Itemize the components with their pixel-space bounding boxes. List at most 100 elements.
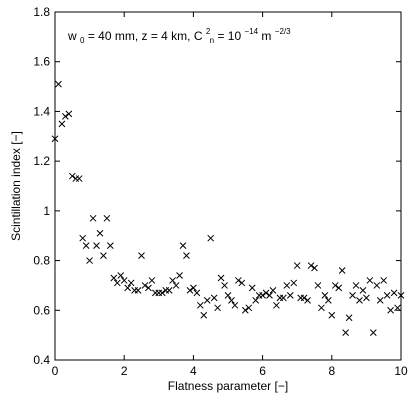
data-point-marker: [193, 289, 201, 297]
x-tick-label: 2: [121, 364, 128, 378]
x-axis-title: Flatness parameter [−]: [168, 379, 288, 393]
data-point-marker: [124, 284, 132, 292]
data-point-marker: [235, 277, 242, 284]
data-point-marker: [141, 282, 149, 289]
data-point-marker: [183, 252, 190, 259]
data-point-marker: [68, 172, 76, 180]
data-point-marker: [210, 294, 218, 302]
data-point-marker: [338, 267, 346, 274]
data-point-marker: [169, 277, 176, 284]
data-point-marker: [89, 214, 97, 222]
data-point-marker: [93, 242, 100, 250]
x-tick-label: 10: [394, 364, 408, 378]
data-point-marker: [203, 296, 211, 304]
annotation-exponent: −14: [245, 27, 259, 36]
data-point-marker: [113, 279, 121, 287]
data-point-marker: [196, 301, 204, 309]
annotation-equals: = 10: [217, 29, 241, 43]
data-point-marker: [165, 287, 173, 294]
data-point-marker: [359, 287, 367, 294]
data-point-marker: [349, 292, 356, 299]
data-point-marker: [86, 257, 93, 264]
data-point-marker: [117, 272, 125, 279]
annotation-w-subscript: 0: [80, 36, 85, 45]
annotation-c-subscript: n: [210, 36, 214, 45]
data-point-marker: [390, 289, 398, 297]
data-point-marker: [241, 306, 249, 314]
x-tick-label: 6: [259, 364, 266, 378]
data-point-marker: [100, 252, 107, 259]
data-point-marker: [290, 279, 298, 287]
data-point-marker: [266, 292, 273, 299]
data-point-marker: [314, 282, 322, 289]
x-tick-label: 0: [52, 364, 59, 378]
data-point-marker: [311, 264, 318, 272]
y-axis-title: Scintillation index [−]: [9, 131, 23, 241]
data-point-marker: [273, 301, 280, 309]
data-point-marker: [307, 262, 315, 269]
data-point-marker: [176, 272, 183, 279]
x-tick-label: 8: [328, 364, 335, 378]
data-point-marker: [190, 284, 197, 292]
data-markers: [51, 80, 405, 337]
data-point-marker: [207, 234, 215, 242]
data-point-marker: [65, 110, 73, 118]
data-point-marker: [373, 282, 381, 289]
data-point-marker: [383, 292, 391, 299]
y-tick-label: 1.8: [33, 5, 50, 19]
data-point-marker: [228, 296, 235, 304]
data-point-marker: [221, 282, 228, 289]
data-point-marker: [245, 304, 253, 312]
y-tick-label: 0.8: [33, 254, 50, 268]
data-point-marker: [380, 277, 388, 284]
y-tick-label: 1: [43, 204, 50, 218]
data-point-marker: [82, 242, 90, 250]
data-point-marker: [238, 279, 246, 287]
data-point-marker: [172, 282, 180, 289]
data-point-marker: [369, 329, 377, 337]
data-point-marker: [138, 252, 145, 259]
data-point-marker: [304, 296, 311, 304]
data-point-marker: [186, 287, 194, 294]
data-point-marker: [145, 284, 152, 292]
x-tick-label: 4: [190, 364, 197, 378]
data-point-marker: [335, 284, 343, 292]
annotation-c-superscript: 2: [206, 27, 211, 36]
data-point-marker: [103, 214, 111, 222]
data-point-marker: [345, 314, 353, 322]
data-point-marker: [397, 292, 405, 299]
data-point-marker: [318, 304, 325, 312]
data-point-marker: [214, 304, 221, 312]
y-tick-label: 1.6: [33, 55, 50, 69]
data-point-marker: [280, 294, 287, 302]
data-point-marker: [328, 311, 336, 319]
data-point-marker: [300, 294, 308, 302]
data-point-marker: [134, 287, 142, 294]
data-point-marker: [231, 301, 239, 309]
data-point-marker: [148, 277, 156, 284]
data-point-marker: [366, 277, 374, 284]
y-tick-label: 0.6: [33, 303, 50, 317]
annotation-unit: m: [261, 29, 271, 43]
data-point-marker: [321, 292, 329, 299]
data-point-marker: [200, 311, 208, 319]
plot-area: [54, 11, 402, 361]
data-point-marker: [324, 296, 332, 304]
data-point-marker: [224, 292, 232, 299]
y-tick-label: 1.2: [33, 154, 50, 168]
annotation-w: w: [67, 29, 77, 43]
data-point-marker: [286, 292, 294, 299]
data-point-marker: [342, 329, 349, 337]
data-point-marker: [269, 287, 277, 294]
data-point-marker: [387, 306, 394, 314]
data-point-marker: [179, 242, 187, 250]
data-point-marker: [158, 289, 166, 297]
y-tick-label: 1.4: [33, 104, 50, 118]
data-point-marker: [120, 277, 128, 284]
data-point-marker: [79, 234, 87, 242]
data-point-marker: [217, 274, 225, 282]
data-point-marker: [262, 289, 270, 297]
data-point-marker: [75, 175, 83, 182]
annotation-unit-exponent: −2/3: [275, 27, 291, 36]
